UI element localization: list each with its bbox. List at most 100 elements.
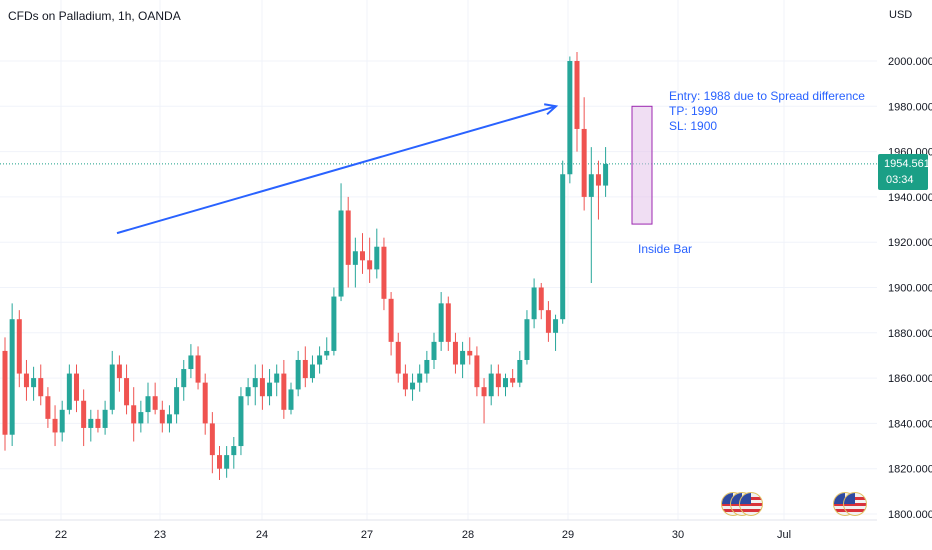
y-tick-label: 1880.000 [888,328,932,340]
y-tick-label: 1900.000 [888,283,932,295]
candle-body [467,350,473,356]
candle-body [567,61,573,175]
price-axis[interactable]: 1800.000 1820.000 1840.000 1860.000 1880.000… [888,56,932,521]
candle-body [560,174,566,320]
y-tick-label: 1940.000 [888,192,932,204]
entry-annotation[interactable]: Entry: 1988 due to Spread difference [669,89,865,103]
candle-body [474,355,480,388]
candle-body [417,373,423,383]
trend-arrow[interactable] [116,103,559,235]
candle-body [538,287,544,311]
chart-grid [0,0,877,520]
candle-body [495,373,501,388]
y-tick-label: 2000.000 [888,56,932,68]
candle-body [188,355,194,370]
sl-annotation[interactable]: SL: 1900 [669,119,718,133]
candle-body [238,396,244,447]
x-tick-label: 30 [672,529,684,541]
candle-body [59,409,65,433]
candle-body [116,364,122,379]
candle-body [2,350,8,435]
candle-body [252,378,258,388]
candle-body [445,303,451,342]
y-tick-label: 1820.000 [888,464,932,476]
candle-body [438,303,444,342]
x-tick-label: 28 [462,529,474,541]
candle-body [338,210,344,297]
candle-body [102,409,108,428]
candle-body [360,251,365,261]
candle-body [231,446,237,456]
x-tick-label: 22 [55,529,67,541]
bar-countdown: 03:34 [886,174,914,186]
candle-body [288,389,294,410]
candle-body [574,61,580,129]
candle-body [531,287,537,320]
last-price-value: 1954.561 [884,158,930,170]
x-tick-label: 29 [562,529,574,541]
candle-body [381,246,387,299]
candle-body [309,364,315,379]
candle-body [452,341,458,365]
candle-body [431,341,437,360]
candle-body [259,378,265,397]
candle-body [402,373,408,390]
candle-body [603,163,609,186]
us-flag-event-icon[interactable] [843,492,867,516]
candle-body [131,405,137,424]
candle-body [424,359,430,374]
candle-body [510,378,516,383]
candle-body [224,455,230,469]
candle-body [16,319,22,374]
candle-body [181,369,187,388]
candle-body [174,387,180,415]
candle-body [202,382,208,424]
time-axis[interactable]: 22 23 24 27 28 29 30 Jul [55,529,791,541]
candle-body [31,378,37,388]
candle-body [145,396,151,413]
inside-bar-box[interactable] [631,105,653,225]
candle-body [317,355,323,365]
inside-bar-annotation[interactable]: Inside Bar [638,242,693,256]
x-tick-label: 24 [256,529,268,541]
candle-body [209,423,215,456]
y-tick-label: 1860.000 [888,373,932,385]
trend-arrow-line [116,105,557,235]
candle-body [352,251,358,265]
candle-body [109,364,115,410]
candle-body [345,210,351,265]
candle-body [95,418,101,428]
candle-body [138,412,144,424]
candle-body [517,359,523,383]
candle-body [45,396,51,419]
candle-body [195,355,201,383]
candle-body [152,396,158,410]
candle-body [581,128,587,197]
y-tick-label: 1840.000 [888,418,932,430]
candle-body [302,359,308,379]
candle-body [66,373,72,410]
candle-body [545,310,551,333]
tp-annotation[interactable]: TP: 1990 [669,104,718,118]
candle-body [553,319,559,333]
candle-body [88,418,94,428]
candle-body [81,400,87,428]
chart-title: CFDs on Palladium, 1h, OANDA [8,9,181,23]
candle-body [488,373,494,397]
candle-body [52,418,58,433]
candle-body [9,319,15,435]
us-flag-event-icon[interactable] [739,492,763,516]
y-tick-label: 1800.000 [888,509,932,521]
candle-body [124,378,130,406]
candle-body [524,319,530,360]
last-price-tag: 1954.561 03:34 [878,154,930,190]
candle-body [481,387,487,397]
candle-body [324,350,330,356]
candle-body [460,350,466,365]
candle-body [395,341,401,374]
candle-body [367,260,373,270]
candle-body [267,382,273,397]
x-tick-label: 23 [154,529,166,541]
candles [2,51,609,481]
